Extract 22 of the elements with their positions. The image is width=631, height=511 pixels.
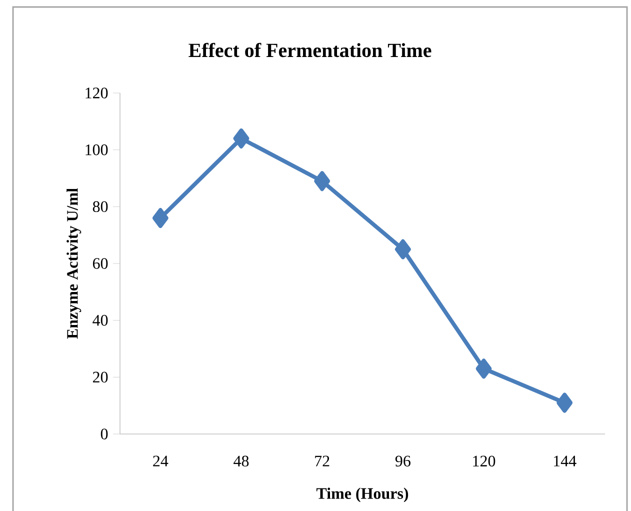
point xyxy=(152,208,168,228)
x-tick-label: 144 xyxy=(554,456,576,466)
y-tick-label: 40 xyxy=(92,314,108,326)
y-tick-label: 120 xyxy=(86,88,108,98)
point xyxy=(394,239,411,260)
y-tick-label: 100 xyxy=(86,144,108,156)
point xyxy=(233,128,250,148)
chart-title: Effect of Fermentation Time xyxy=(188,42,432,58)
x-tick-label: 48 xyxy=(234,456,249,466)
point xyxy=(476,358,492,379)
x-tick-label: 72 xyxy=(315,456,330,466)
point xyxy=(556,392,573,413)
point xyxy=(314,171,330,192)
x-tick-label: 24 xyxy=(153,456,168,466)
y-axis-title: Enzyme Activity U/ml xyxy=(66,188,82,339)
x-tick-label: 96 xyxy=(395,456,410,466)
y-tick-label: 20 xyxy=(93,372,108,383)
x-axis-title: Time (Hours) xyxy=(316,488,408,502)
x-tick-label: 120 xyxy=(473,456,496,466)
y-tick-label: 60 xyxy=(92,258,108,269)
y-tick-label: 0 xyxy=(100,428,108,440)
y-tick-label: 80 xyxy=(92,201,108,212)
